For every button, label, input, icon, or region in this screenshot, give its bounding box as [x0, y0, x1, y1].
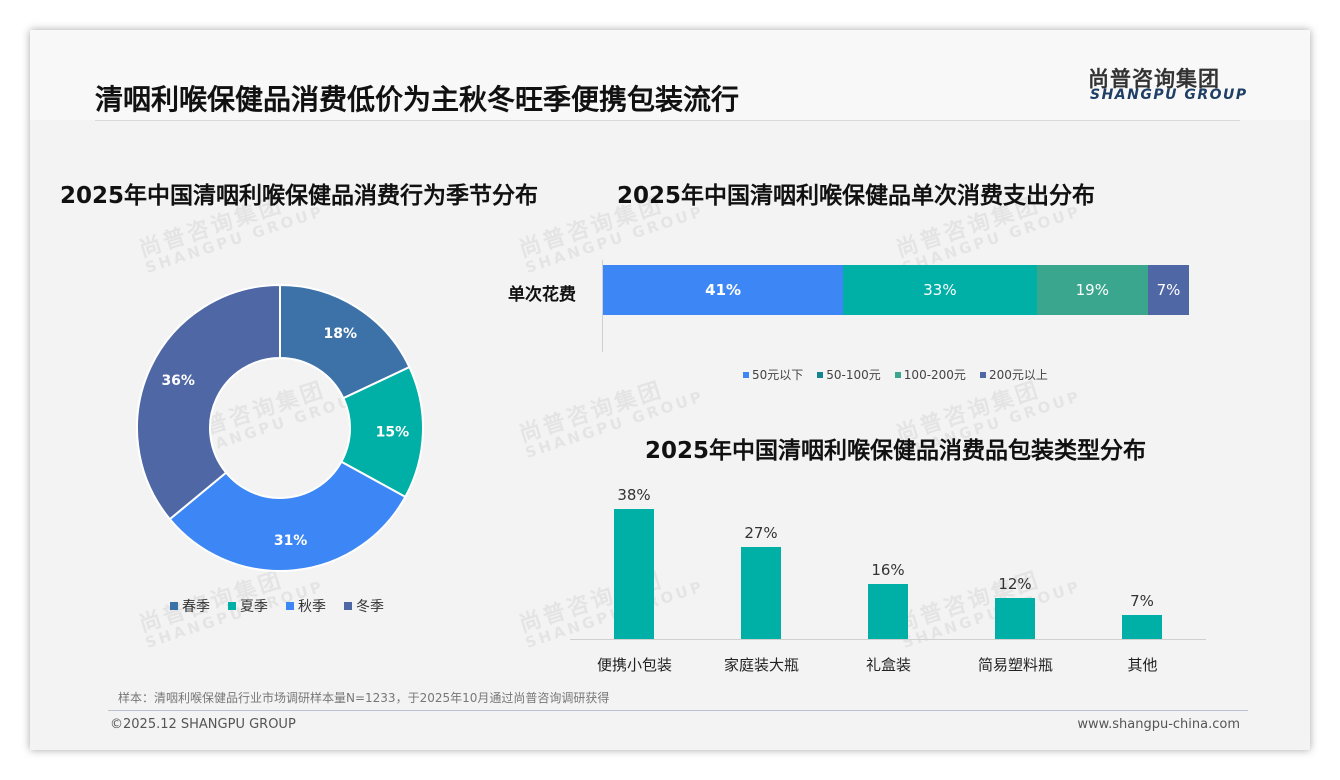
x-tick-label: 简易塑料瓶	[977, 656, 1053, 674]
donut-slice-winter	[136, 283, 281, 521]
legend-swatch	[286, 602, 294, 610]
spending-legend: 50元以下 50-100元 100-200元 200元以上	[743, 366, 1062, 383]
title-divider	[95, 120, 1240, 121]
slide: 清咽利喉保健品消费低价为主秋冬旺季便携包装流行 尚普咨询集团 SHANGPU G…	[30, 30, 1310, 750]
sample-note: 样本：清咽利喉保健品行业市场调研样本量N=1233，于2025年10月通过尚普咨…	[118, 691, 610, 705]
donut-slice-spring	[279, 283, 411, 400]
legend-swatch	[228, 602, 236, 610]
logo-en: SHANGPU GROUP	[1090, 87, 1248, 103]
bar-segment-100-200: 19%	[1036, 265, 1148, 315]
copyright: ©2025.12 SHANGPU GROUP	[110, 717, 296, 732]
bar-column: 16%	[868, 561, 908, 639]
slice-label: 15%	[376, 425, 410, 441]
x-axis-line	[570, 639, 1206, 640]
bar	[995, 597, 1035, 639]
legend-item: 50-100元	[817, 366, 881, 383]
x-tick-label: 礼盒装	[865, 656, 911, 674]
season-donut-chart: 18% 15% 31% 36%	[136, 283, 424, 572]
website-link[interactable]: www.shangpu-china.com	[1077, 717, 1240, 732]
bar	[614, 509, 654, 639]
spending-stacked-bar: 41% 33% 19% 7%	[603, 265, 1189, 315]
legend-swatch	[344, 602, 352, 610]
bar	[868, 584, 908, 639]
bar-value-label: 38%	[617, 486, 651, 504]
legend-swatch	[979, 371, 986, 378]
legend-item: 100-200元	[894, 366, 966, 383]
legend-item-autumn: 秋季	[286, 596, 326, 616]
legend-item: 50元以下	[743, 366, 803, 383]
header-band	[30, 30, 1310, 120]
bar	[741, 546, 781, 639]
bar-column: 12%	[995, 575, 1035, 639]
slice-label: 18%	[324, 326, 358, 342]
y-axis-line	[602, 260, 603, 352]
packaging-chart-title: 2025年中国清咽利喉保健品消费品包装类型分布	[645, 438, 1147, 464]
x-tick-label: 便携小包装	[596, 656, 672, 674]
bar-value-label: 12%	[998, 574, 1032, 593]
bar-segment-above200: 7%	[1147, 265, 1189, 315]
spending-chart-title: 2025年中国清咽利喉保健品单次消费支出分布	[617, 183, 1096, 209]
legend-swatch	[170, 602, 178, 610]
legend-swatch	[743, 371, 749, 378]
bar	[1122, 615, 1162, 639]
bar-value-label: 27%	[744, 523, 778, 542]
legend-swatch	[817, 371, 824, 378]
bar-value-label: 16%	[871, 561, 905, 580]
packaging-bar-chart: 38% 27% 16% 12% 7%	[570, 470, 1206, 640]
bar-segment-50-100: 33%	[843, 265, 1037, 315]
footer-divider	[108, 710, 1248, 711]
bar-segment-below50: 41%	[603, 265, 844, 315]
season-legend: 春季 夏季 秋季 冬季	[170, 596, 402, 616]
bar-value-label: 7%	[1130, 592, 1154, 611]
slice-label: 31%	[274, 533, 308, 549]
x-tick-label: 家庭装大瓶	[723, 656, 799, 674]
legend-item: 200元以上	[979, 366, 1048, 383]
slice-label: 36%	[161, 373, 195, 389]
donut-slice-autumn	[168, 460, 407, 572]
logo-cn: 尚普咨询集团	[1088, 67, 1220, 91]
x-tick-label: 其他	[1127, 656, 1158, 674]
bar-column: 27%	[741, 524, 781, 639]
legend-item-summer: 夏季	[228, 596, 268, 616]
bar-column: 7%	[1122, 592, 1162, 639]
legend-item-spring: 春季	[170, 596, 210, 616]
season-chart-title: 2025年中国清咽利喉保健品消费行为季节分布	[60, 183, 539, 209]
page-title: 清咽利喉保健品消费低价为主秋冬旺季便携包装流行	[95, 83, 740, 116]
legend-item-winter: 冬季	[344, 596, 384, 616]
bar-column: 38%	[614, 486, 654, 639]
legend-swatch	[894, 371, 901, 378]
category-label: 单次花费	[508, 285, 576, 305]
